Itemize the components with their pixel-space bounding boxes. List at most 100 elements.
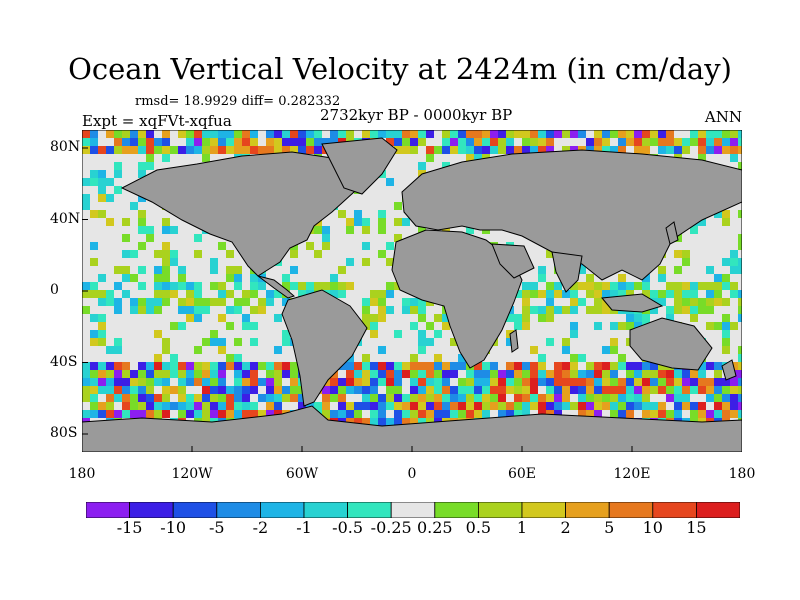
field-cell — [210, 362, 218, 370]
field-cell — [226, 394, 234, 402]
field-cell — [538, 362, 546, 370]
field-cell — [434, 394, 442, 402]
land-india — [551, 251, 583, 293]
field-cell — [714, 210, 722, 218]
field-cell — [218, 282, 226, 290]
colorbar-label: 1 — [516, 518, 528, 537]
field-cell — [610, 386, 618, 394]
field-cell — [202, 298, 210, 306]
field-cell — [378, 298, 386, 306]
field-cell — [346, 218, 354, 226]
field-cell — [570, 386, 578, 394]
field-cell — [554, 370, 562, 378]
field-cell — [234, 362, 242, 370]
field-cell — [282, 394, 290, 402]
field-cell — [402, 418, 410, 426]
field-cell — [514, 130, 522, 138]
experiment-label: Expt = xqFVt-xqfua — [82, 112, 232, 130]
field-cell — [370, 330, 378, 338]
field-cell — [154, 274, 162, 282]
field-cell — [186, 306, 194, 314]
field-cell — [730, 154, 738, 162]
field-cell — [514, 314, 522, 322]
field-cell — [642, 386, 650, 394]
field-cell — [674, 394, 682, 402]
field-cell — [650, 386, 658, 394]
field-cell — [210, 258, 218, 266]
field-cell — [122, 290, 130, 298]
field-cell — [738, 370, 742, 378]
field-cell — [450, 138, 458, 146]
field-cell — [530, 394, 538, 402]
field-cell — [570, 298, 578, 306]
field-cell — [194, 130, 202, 138]
field-cell — [242, 322, 250, 330]
field-cell — [146, 370, 154, 378]
field-cell — [474, 402, 482, 410]
field-cell — [258, 362, 266, 370]
land-masses — [82, 137, 742, 452]
field-cell — [722, 394, 730, 402]
field-cell — [194, 362, 202, 370]
field-cell — [114, 370, 122, 378]
field-cell — [194, 138, 202, 146]
land-south-america — [281, 289, 368, 407]
field-cell — [730, 378, 738, 386]
land-central-america — [257, 275, 295, 299]
plot-title: Ocean Vertical Velocity at 2424m (in cm/… — [68, 52, 732, 86]
field-cell — [602, 306, 610, 314]
field-cell — [690, 370, 698, 378]
field-cell — [122, 130, 130, 138]
field-cell — [138, 210, 146, 218]
field-cell — [362, 370, 370, 378]
field-cell — [530, 290, 538, 298]
field-cell — [210, 410, 218, 418]
field-cell — [114, 362, 122, 370]
field-cell — [610, 322, 618, 330]
field-cell — [506, 410, 514, 418]
field-cell — [258, 410, 266, 418]
field-cell — [170, 362, 178, 370]
field-cell — [242, 370, 250, 378]
field-cell — [634, 402, 642, 410]
field-cell — [234, 338, 242, 346]
field-cell — [626, 386, 634, 394]
field-cell — [122, 146, 130, 154]
field-cell — [346, 402, 354, 410]
field-cell — [514, 402, 522, 410]
field-cell — [442, 314, 450, 322]
colorbar-label: -5 — [209, 518, 225, 537]
field-cell — [322, 234, 330, 242]
field-cell — [738, 138, 742, 146]
field-cell — [418, 378, 426, 386]
field-cell — [90, 178, 98, 186]
field-cell — [650, 138, 658, 146]
field-cell — [602, 362, 610, 370]
field-cell — [90, 258, 98, 266]
field-cell — [682, 282, 690, 290]
field-cell — [178, 298, 186, 306]
field-cell — [250, 306, 258, 314]
lat-label: 40S — [50, 353, 78, 370]
field-cell — [610, 370, 618, 378]
field-cell — [450, 386, 458, 394]
field-cell — [234, 274, 242, 282]
field-cell — [290, 250, 298, 258]
field-cell — [650, 362, 658, 370]
field-cell — [338, 290, 346, 298]
field-cell — [402, 298, 410, 306]
field-cell — [370, 402, 378, 410]
field-cell — [634, 362, 642, 370]
field-cell — [458, 130, 466, 138]
field-cell — [442, 394, 450, 402]
field-cell — [314, 282, 322, 290]
field-cell — [202, 386, 210, 394]
field-cell — [138, 162, 146, 170]
field-cell — [186, 290, 194, 298]
field-cell — [338, 282, 346, 290]
field-cell — [578, 370, 586, 378]
field-cell — [378, 362, 386, 370]
field-cell — [658, 378, 666, 386]
field-cell — [594, 362, 602, 370]
field-cell — [586, 394, 594, 402]
